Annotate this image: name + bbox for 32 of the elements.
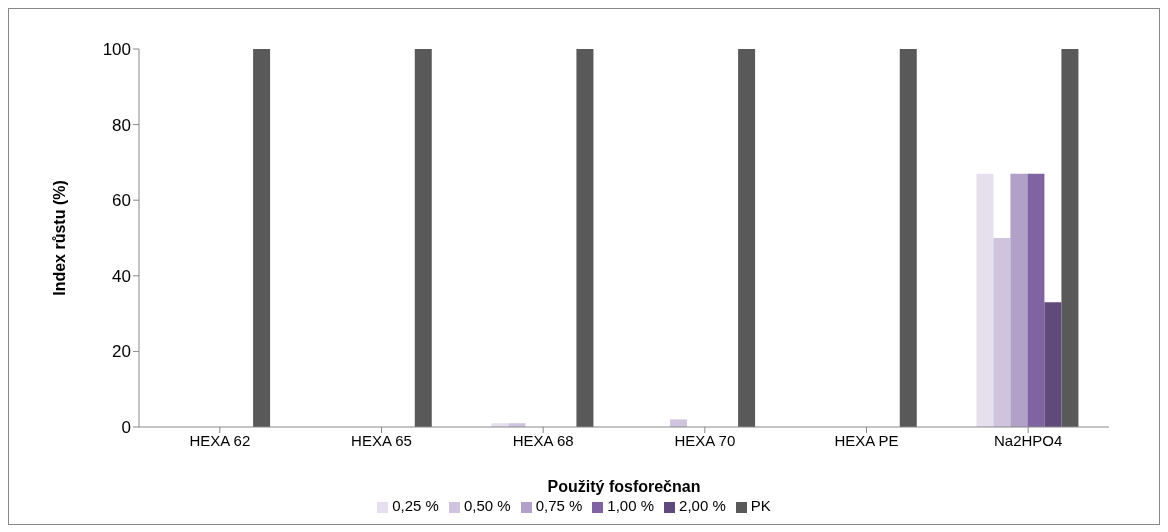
bar <box>1061 49 1079 427</box>
y-tick-label: 40 <box>112 266 131 286</box>
bar <box>1027 173 1045 427</box>
x-tick-label: HEXA 65 <box>351 431 412 449</box>
legend-label: 2,00 % <box>679 497 726 514</box>
legend-label: 0,75 % <box>535 497 583 514</box>
bar <box>576 49 594 427</box>
x-axis-title: Použitý fosforečnan <box>547 478 701 495</box>
bar <box>976 173 994 427</box>
bar <box>738 49 756 427</box>
bar <box>1010 173 1028 427</box>
bar <box>670 419 688 427</box>
bar <box>1044 302 1062 427</box>
bar <box>414 49 432 427</box>
x-tick-label: Na2HPO4 <box>993 431 1063 449</box>
y-tick-label: 0 <box>121 418 131 438</box>
y-tick-label: 60 <box>112 191 131 211</box>
bar <box>899 49 917 427</box>
x-tick-label: HEXA PE <box>834 431 899 449</box>
legend-label: 0,25 % <box>392 497 439 514</box>
x-tick-label: HEXA 68 <box>512 431 574 449</box>
bar <box>993 238 1011 427</box>
legend-label: 1,00 % <box>607 497 655 514</box>
bar <box>253 49 271 427</box>
y-tick-label: 20 <box>112 342 131 362</box>
legend-label: PK <box>750 497 771 514</box>
x-tick-label: HEXA 70 <box>674 431 736 449</box>
legend-label: 0,50 % <box>463 497 511 514</box>
y-tick-label: 100 <box>102 40 131 60</box>
y-tick-label: 80 <box>112 115 131 135</box>
y-axis-title: Index růstu (%) <box>50 180 68 296</box>
x-tick-label: HEXA 62 <box>189 431 251 449</box>
